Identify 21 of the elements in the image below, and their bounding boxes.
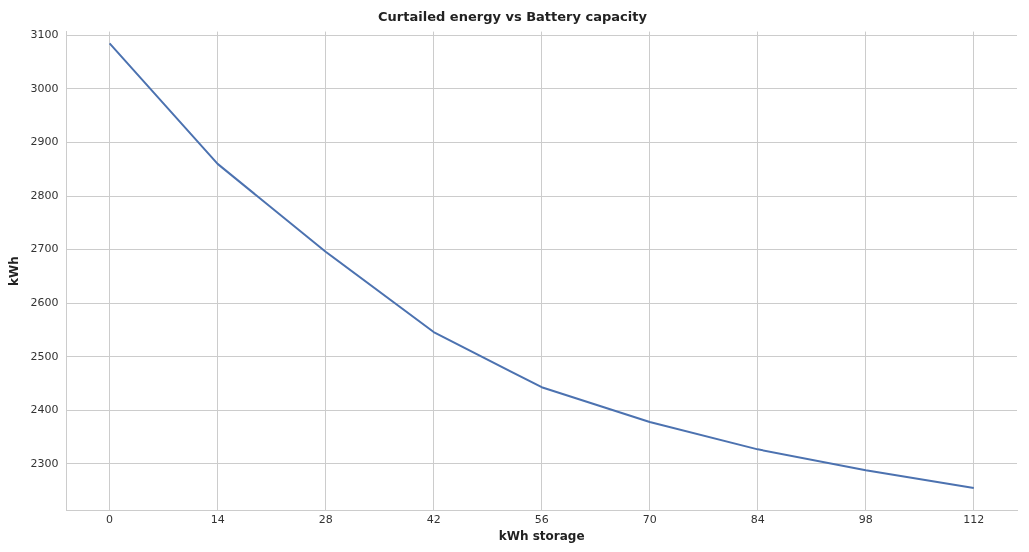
x-tick-label: 70	[642, 512, 657, 526]
x-tick-label: 14	[210, 512, 225, 526]
x-tick-label: 56	[534, 512, 549, 526]
y-tick-label: 3000	[30, 81, 59, 95]
y-axis-title: kWh	[7, 256, 22, 286]
y-tick-label: 2300	[30, 456, 59, 470]
y-tick-label: 3100	[30, 28, 59, 42]
y-tick-label: 2400	[30, 403, 59, 417]
y-tick-label: 2800	[30, 188, 59, 202]
x-tick-label: 42	[426, 512, 441, 526]
x-tick-label: 98	[858, 512, 873, 526]
y-tick-label: 2700	[30, 242, 59, 256]
y-tick-label: 2600	[30, 295, 59, 309]
y-tick-label: 2500	[30, 349, 59, 363]
x-tick-label: 0	[106, 512, 114, 526]
x-tick-label: 84	[750, 512, 765, 526]
y-tick-label: 2900	[30, 135, 59, 149]
chart-title: Curtailed energy vs Battery capacity	[378, 9, 648, 25]
x-tick-label: 112	[963, 512, 985, 526]
x-axis-title: kWh storage	[498, 528, 585, 543]
x-tick-label: 28	[318, 512, 333, 526]
